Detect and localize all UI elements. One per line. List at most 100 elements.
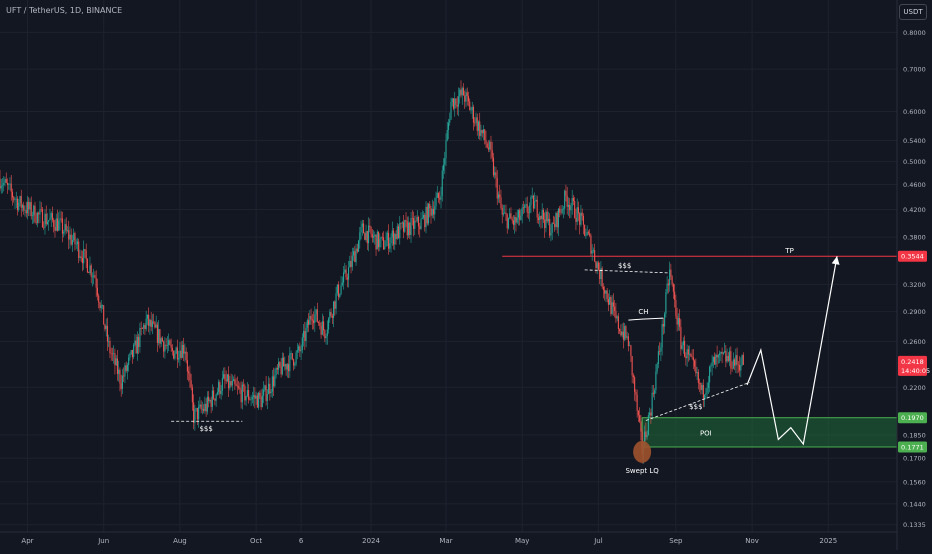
candle	[21, 203, 24, 212]
candle	[522, 200, 525, 214]
candle-body	[719, 353, 721, 356]
candle	[474, 117, 476, 127]
candle	[565, 184, 567, 202]
candle	[627, 333, 629, 352]
candle	[369, 218, 371, 233]
candle	[118, 360, 120, 382]
candle	[545, 209, 547, 233]
candle-body	[705, 393, 707, 395]
candle-body	[510, 213, 512, 220]
candle	[314, 306, 316, 332]
candle-body	[437, 192, 440, 199]
candle	[130, 349, 132, 355]
candle-body	[679, 318, 681, 328]
candle	[631, 355, 633, 384]
y-axis: 0.8000 0.7000 0.6000 0.5400 0.5000 0.4600 0.42…	[896, 0, 932, 550]
candle-body	[53, 219, 55, 227]
candle-body	[740, 365, 742, 371]
candle-body	[329, 312, 331, 319]
candle	[707, 375, 709, 394]
candle	[637, 410, 639, 423]
candle-body	[567, 204, 569, 207]
candle-body	[442, 164, 445, 171]
candle	[654, 388, 656, 400]
candle	[355, 243, 357, 266]
candle-body	[114, 353, 116, 366]
candle	[559, 205, 561, 218]
candle	[542, 208, 544, 223]
candle	[462, 83, 465, 96]
candle	[510, 207, 512, 220]
candle-body	[311, 319, 313, 321]
candle	[105, 318, 107, 337]
candle-body	[737, 364, 739, 366]
currency-button[interactable]: USDT	[899, 4, 927, 20]
candle-body	[265, 385, 267, 401]
candle	[742, 352, 744, 365]
candle	[709, 365, 711, 393]
candle	[366, 230, 368, 250]
candle-body	[565, 190, 567, 196]
candle-body	[487, 147, 490, 150]
tp-layer: TP	[502, 247, 897, 257]
candle-body	[634, 377, 636, 392]
candle-body	[729, 351, 731, 361]
candle	[38, 211, 40, 224]
candle	[467, 91, 470, 107]
candle-body	[701, 385, 703, 390]
candle	[645, 422, 647, 441]
candle	[214, 398, 216, 406]
candle-body	[286, 364, 288, 370]
candle	[461, 86, 463, 105]
candle	[183, 337, 185, 361]
candle-body	[199, 404, 201, 407]
candle	[540, 215, 542, 229]
y-tick-label: 0.4600	[903, 181, 926, 189]
candle	[289, 346, 291, 378]
candle	[86, 257, 89, 274]
candle-body	[49, 217, 51, 221]
candle-body	[611, 302, 613, 314]
candle	[173, 350, 175, 360]
candle-body	[56, 218, 59, 231]
candle-body	[324, 330, 326, 339]
candle-body	[671, 276, 673, 285]
candle-body	[325, 336, 327, 339]
candle	[125, 361, 127, 373]
candle-body	[98, 295, 100, 303]
candle-body	[372, 236, 375, 238]
candle	[650, 408, 652, 424]
candle	[201, 401, 203, 415]
candle	[269, 377, 271, 401]
candle	[561, 204, 563, 215]
candle	[91, 272, 93, 287]
candle	[406, 216, 408, 240]
candle	[717, 354, 719, 364]
projection-arrowhead	[831, 256, 840, 265]
candle	[159, 328, 161, 349]
candle-body	[350, 260, 352, 267]
candle-body	[55, 218, 57, 231]
candle-body	[156, 324, 158, 343]
candle	[84, 248, 86, 258]
candle-body	[173, 350, 175, 359]
candle	[333, 301, 335, 328]
candle-body	[706, 387, 708, 394]
candle-body	[68, 230, 70, 240]
candle	[427, 202, 430, 226]
candle	[732, 352, 734, 370]
candle	[475, 112, 477, 126]
candle-body	[414, 220, 416, 229]
candle	[589, 229, 591, 238]
candle-body	[86, 259, 89, 273]
candle-body	[430, 208, 432, 216]
candle	[280, 358, 282, 378]
candle	[184, 343, 186, 362]
candle	[191, 384, 193, 411]
candle	[225, 370, 227, 385]
candle-body	[110, 353, 112, 354]
candle	[715, 353, 717, 369]
candle-body	[205, 403, 207, 412]
